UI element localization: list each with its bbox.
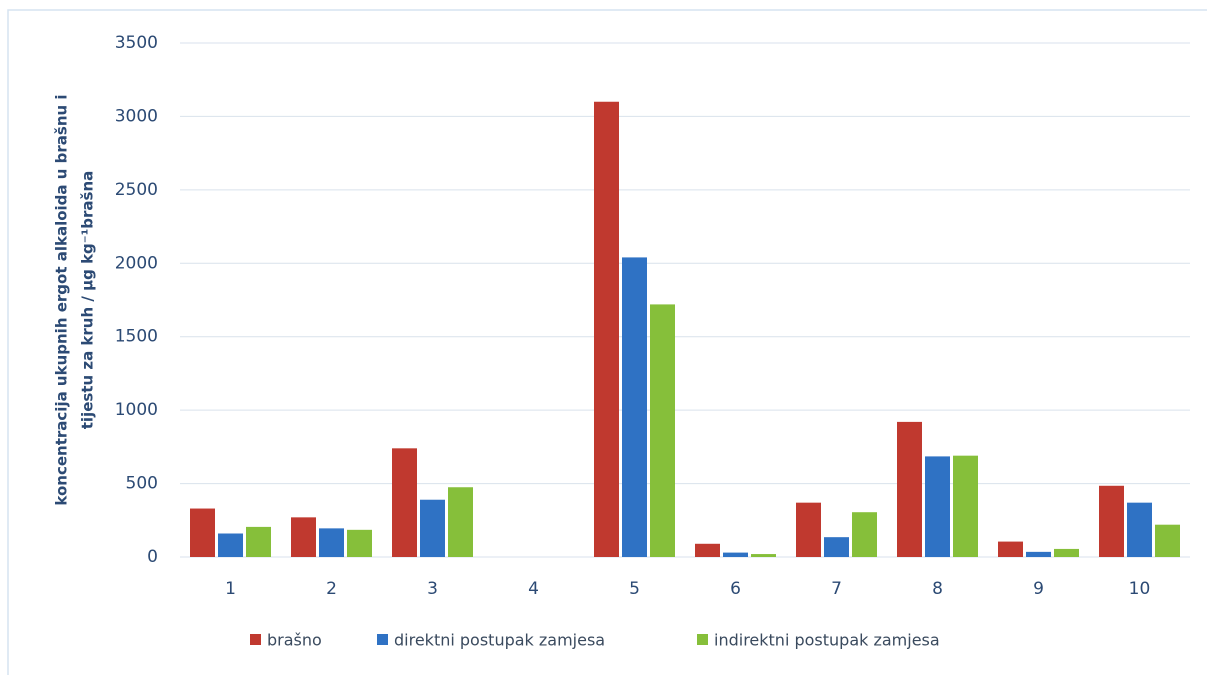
bar (622, 257, 647, 557)
bar (347, 529, 372, 557)
x-tick-label: 3 (427, 579, 438, 599)
y-tick-label: 0 (147, 547, 158, 567)
bar (1099, 485, 1124, 557)
legend-label: indirektni postupak zamjesa (714, 631, 940, 650)
bar (1155, 524, 1180, 557)
bar (319, 528, 344, 557)
bar (392, 448, 417, 557)
x-tick-label: 5 (629, 579, 640, 599)
bar (218, 533, 243, 557)
x-tick-label: 1 (225, 579, 236, 599)
bar (448, 487, 473, 557)
bar (897, 421, 922, 557)
bar (824, 537, 849, 557)
legend-swatch (250, 634, 261, 645)
bar (246, 526, 271, 557)
bar (650, 304, 675, 557)
y-tick-label: 2500 (115, 180, 158, 200)
bar (420, 499, 445, 557)
x-tick-label: 6 (730, 579, 741, 599)
x-tick-label: 4 (528, 579, 539, 599)
bar (1054, 548, 1079, 557)
legend-swatch (377, 634, 388, 645)
bar (723, 552, 748, 557)
x-tick-label: 2 (326, 579, 337, 599)
x-tick-label: 8 (932, 579, 943, 599)
y-tick-label: 3000 (115, 106, 158, 126)
x-tick-label: 9 (1033, 579, 1044, 599)
bar (291, 517, 316, 557)
x-tick-label: 10 (1129, 579, 1151, 599)
bar (1127, 502, 1152, 557)
bar (190, 508, 215, 557)
bar (594, 101, 619, 557)
y-axis-title: tijestu za kruh / µg kg⁻¹brašna (79, 171, 97, 430)
y-tick-label: 500 (126, 474, 158, 494)
y-tick-label: 3500 (115, 33, 158, 53)
frame (7, 9, 1207, 675)
y-axis-title: koncentracija ukupnih ergot alkaloida u … (53, 94, 71, 505)
legend-label: brašno (267, 631, 322, 650)
legend-swatch (697, 634, 708, 645)
bar (796, 502, 821, 557)
bar (1026, 551, 1051, 557)
bar (998, 541, 1023, 557)
x-tick-label: 7 (831, 579, 842, 599)
bar (925, 456, 950, 557)
legend-label: direktni postupak zamjesa (394, 631, 605, 650)
bar (695, 543, 720, 557)
bar (751, 554, 776, 557)
bar (953, 455, 978, 557)
y-tick-label: 1500 (115, 327, 158, 347)
bar (852, 512, 877, 557)
y-tick-label: 2000 (115, 253, 158, 273)
y-tick-label: 1000 (115, 400, 158, 420)
